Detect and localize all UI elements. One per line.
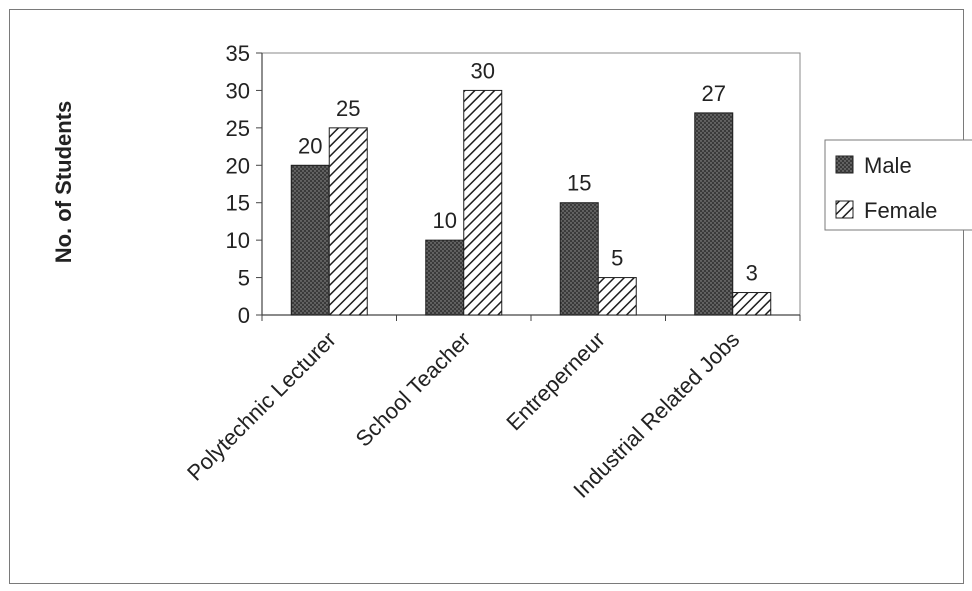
y-tick-label: 20 <box>226 153 250 178</box>
y-axis-title: No. of Students <box>51 101 76 264</box>
y-tick-label: 25 <box>226 116 250 141</box>
data-label-male: 27 <box>702 81 726 106</box>
data-label-female: 30 <box>471 58 495 83</box>
bar-male <box>694 112 734 316</box>
y-tick-label: 5 <box>238 266 250 291</box>
x-category-label: Polytechnic Lecturer <box>182 327 341 486</box>
data-label-male: 20 <box>298 133 322 158</box>
legend: Male Female <box>824 139 972 231</box>
chart-frame <box>9 9 964 584</box>
legend-swatch-female <box>835 200 854 219</box>
x-category-label: Entreperneur <box>501 327 609 435</box>
legend-swatch-male <box>835 155 854 174</box>
data-label-male: 15 <box>567 171 591 196</box>
bar-female <box>732 292 772 316</box>
legend-label-male: Male <box>864 153 912 178</box>
bar-female <box>597 277 637 316</box>
y-tick-label: 0 <box>238 303 250 328</box>
x-category-label: School Teacher <box>351 327 476 452</box>
bar-male <box>425 239 465 316</box>
data-label-female: 5 <box>611 246 623 271</box>
bar-female <box>328 127 368 316</box>
data-label-male: 10 <box>433 208 457 233</box>
legend-label-female: Female <box>864 198 937 223</box>
data-label-female: 25 <box>336 96 360 121</box>
y-tick-label: 30 <box>226 78 250 103</box>
bar-male <box>290 164 330 316</box>
bar-male <box>559 202 599 316</box>
bar-female <box>463 89 503 316</box>
data-label-female: 3 <box>746 261 758 286</box>
y-tick-label: 15 <box>226 191 250 216</box>
y-tick-label: 10 <box>226 228 250 253</box>
y-tick-label: 35 <box>226 41 250 66</box>
